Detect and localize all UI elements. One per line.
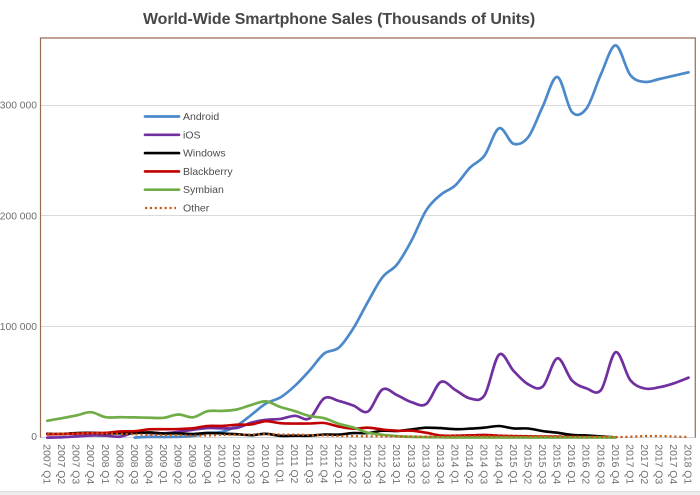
svg-text:200 000: 200 000 [0,211,37,222]
svg-text:2016 Q1: 2016 Q1 [565,444,576,484]
svg-text:2010 Q3: 2010 Q3 [244,444,255,484]
svg-text:2008 Q3: 2008 Q3 [128,444,139,484]
svg-text:2007 Q1: 2007 Q1 [40,444,51,484]
svg-text:2007 Q4: 2007 Q4 [84,444,95,484]
svg-text:300 000: 300 000 [0,101,37,112]
svg-text:2018 Q1: 2018 Q1 [682,444,693,484]
svg-text:2014 Q4: 2014 Q4 [492,444,503,484]
svg-text:2016 Q4: 2016 Q4 [609,444,620,484]
svg-text:2008 Q1: 2008 Q1 [99,444,110,484]
svg-text:2009 Q4: 2009 Q4 [201,444,212,484]
svg-text:2013 Q4: 2013 Q4 [434,444,445,484]
svg-text:2015 Q2: 2015 Q2 [521,444,532,484]
svg-text:2012 Q4: 2012 Q4 [376,444,387,484]
svg-text:2014 Q3: 2014 Q3 [478,444,489,484]
svg-text:2009 Q1: 2009 Q1 [157,444,168,484]
svg-text:2017 Q1: 2017 Q1 [623,444,634,484]
svg-text:2016 Q3: 2016 Q3 [594,444,605,484]
svg-text:Android: Android [183,111,219,123]
svg-text:2013 Q3: 2013 Q3 [419,444,430,484]
svg-text:Windows: Windows [183,148,226,160]
svg-text:2007 Q2: 2007 Q2 [55,444,66,484]
svg-text:2017 Q3: 2017 Q3 [653,444,664,484]
svg-text:2011 Q1: 2011 Q1 [274,444,285,483]
svg-text:0: 0 [31,432,37,443]
svg-text:2009 Q2: 2009 Q2 [172,444,183,484]
svg-text:2011 Q4: 2011 Q4 [317,444,328,483]
svg-text:2009 Q3: 2009 Q3 [186,444,197,484]
svg-text:2012 Q1: 2012 Q1 [332,444,343,484]
svg-text:2015 Q1: 2015 Q1 [507,444,518,484]
svg-text:2012 Q3: 2012 Q3 [361,444,372,484]
svg-text:2014 Q2: 2014 Q2 [463,444,474,484]
svg-text:2010 Q2: 2010 Q2 [230,444,241,484]
svg-text:World-Wide Smartphone Sales (T: World-Wide Smartphone Sales (Thousands o… [143,11,535,28]
svg-text:2015 Q3: 2015 Q3 [536,444,547,484]
svg-text:2010 Q4: 2010 Q4 [259,444,270,484]
svg-text:iOS: iOS [183,129,201,141]
svg-text:2014 Q1: 2014 Q1 [448,444,459,484]
svg-text:2013 Q2: 2013 Q2 [405,444,416,484]
svg-text:Blackberry: Blackberry [183,166,233,178]
svg-text:2008 Q2: 2008 Q2 [113,444,124,484]
svg-text:Symbian: Symbian [183,184,224,196]
svg-text:100 000: 100 000 [0,322,37,333]
svg-text:2007 Q3: 2007 Q3 [70,444,81,484]
svg-text:2011 Q3: 2011 Q3 [303,444,314,483]
svg-text:2010 Q1: 2010 Q1 [215,444,226,484]
svg-text:2008 Q4: 2008 Q4 [142,444,153,484]
svg-text:2016 Q2: 2016 Q2 [580,444,591,484]
svg-text:2013 Q1: 2013 Q1 [390,444,401,484]
svg-text:2012 Q2: 2012 Q2 [346,444,357,484]
svg-text:2017 Q2: 2017 Q2 [638,444,649,484]
svg-text:2011 Q2: 2011 Q2 [288,444,299,483]
svg-text:2017 Q4: 2017 Q4 [667,444,678,484]
svg-text:Other: Other [183,203,210,215]
svg-text:2015 Q4: 2015 Q4 [551,444,562,484]
